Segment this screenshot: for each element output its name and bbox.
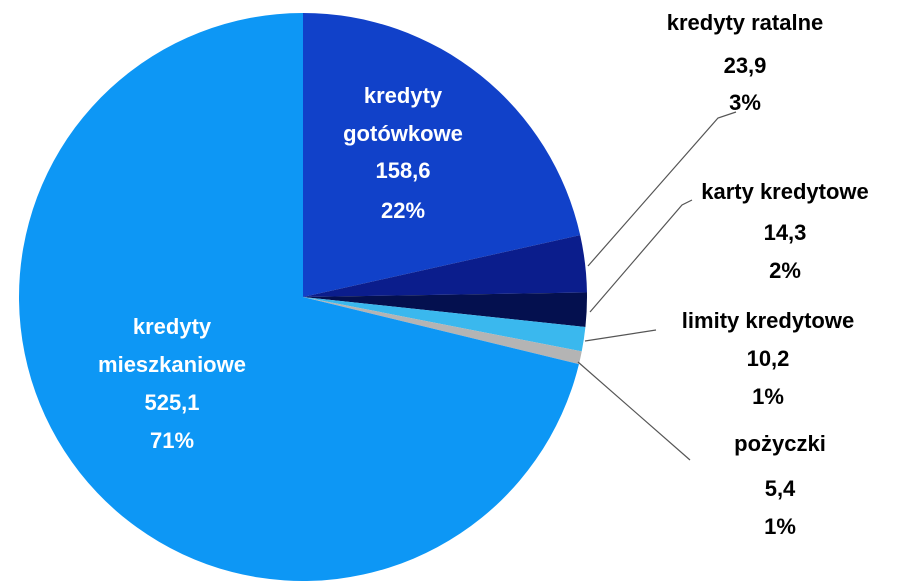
pie-slice xyxy=(303,13,581,297)
slice-label: limity kredytowe xyxy=(682,308,854,333)
slice-label: kredyty mieszkaniowe xyxy=(98,314,246,377)
leader-line xyxy=(589,199,693,313)
value-label: 10,2 xyxy=(747,346,790,371)
percent-label: 1% xyxy=(752,384,784,409)
label-line: gotówkowe xyxy=(343,121,463,146)
percent-label: 2% xyxy=(769,258,801,283)
pie-slice xyxy=(18,13,579,581)
value-label: 14,3 xyxy=(764,220,807,245)
pie-slice xyxy=(303,297,582,365)
value-label: 5,4 xyxy=(765,476,796,501)
slice-label: kredyty gotówkowe xyxy=(343,83,463,146)
slice-label: karty kredytowe xyxy=(701,179,869,204)
value-label: 525,1 xyxy=(144,390,199,415)
pie-slice xyxy=(303,292,587,328)
percent-label: 3% xyxy=(729,90,761,115)
pie-slice xyxy=(303,297,586,352)
leader-line xyxy=(577,361,691,461)
slice-label: kredyty ratalne xyxy=(667,10,824,35)
percent-label: 22% xyxy=(381,198,425,223)
percent-label: 71% xyxy=(150,428,194,453)
slice-label: pożyczki xyxy=(734,431,826,456)
leader-line xyxy=(584,329,657,342)
leader-line xyxy=(587,111,737,267)
value-label: 23,9 xyxy=(724,53,767,78)
pie-slice xyxy=(303,235,587,297)
label-line: kredyty xyxy=(364,83,443,108)
value-label: 158,6 xyxy=(375,158,430,183)
percent-label: 1% xyxy=(764,514,796,539)
label-line: mieszkaniowe xyxy=(98,352,246,377)
label-line: kredyty xyxy=(133,314,212,339)
